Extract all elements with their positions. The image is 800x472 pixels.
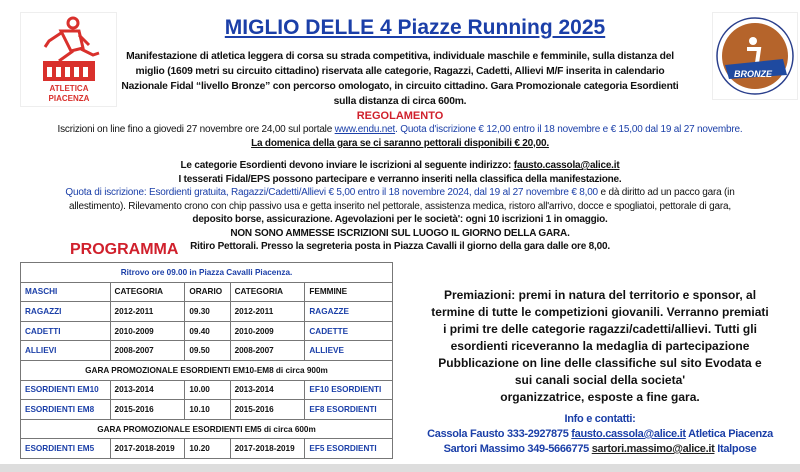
quota-text: . Quota d'iscrizione € 12,00 entro il 18… bbox=[395, 124, 743, 135]
no-iscrizioni-line: NON SONO AMMESSE ISCRIZIONI SUL LUOGO IL… bbox=[230, 227, 570, 239]
svg-text:ATLETICA: ATLETICA bbox=[50, 84, 89, 93]
page-title: MIGLIO DELLE 4 Piazze Running 2025 bbox=[224, 16, 606, 39]
header-cell: MASCHI bbox=[20, 281, 111, 303]
table-cell: 2015-2016 bbox=[229, 399, 306, 420]
table-cell: CADETTI bbox=[20, 320, 111, 342]
table-row: RAGAZZI 2012-2011 09.30 2012-2011 RAGAZZE bbox=[20, 301, 393, 322]
table-cell: EF8 ESORDIENTI bbox=[304, 399, 393, 420]
programma-heading: PROGRAMMA bbox=[70, 241, 179, 258]
table-cell: 09.40 bbox=[184, 320, 231, 342]
table-row: ALLIEVI 2008-2007 09.50 2008-2007 ALLIEVE bbox=[20, 340, 393, 361]
atletica-piacenza-logo: ATLETICA PIACENZA bbox=[20, 12, 117, 107]
table-cell: 2012-2011 bbox=[109, 301, 186, 322]
agevolazioni-line: deposito borse, assicurazione. Agevolazi… bbox=[192, 214, 608, 225]
servizi-line: allestimento). Rilevamento crono con chi… bbox=[69, 200, 731, 212]
contact-name: Cassola Fausto 333-2927875 bbox=[427, 428, 572, 440]
table-row: ESORDIENTI EM8 2015-2016 10.10 2015-2016 EF8… bbox=[20, 399, 393, 420]
table-cell: EF10 ESORDIENTI bbox=[304, 379, 393, 401]
header-cell: FEMMINE bbox=[304, 281, 393, 303]
contact-email-link[interactable]: fausto.cassola@alice.it bbox=[571, 428, 686, 440]
endu-link[interactable]: www.endu.net bbox=[334, 124, 396, 135]
table-cell: 2008-2007 bbox=[109, 340, 186, 361]
table-header-row: MASCHI CATEGORIA ORARIO CATEGORIA FEMMIN… bbox=[20, 281, 393, 303]
premiazioni-line: sui canali social della societa' bbox=[514, 373, 686, 387]
table-cell: ALLIEVE bbox=[304, 340, 393, 361]
contact-org: Italpose bbox=[714, 443, 757, 455]
premiazioni-line: i primi tre delle categorie ragazzi/cade… bbox=[443, 322, 757, 336]
table-cell: ALLIEVI bbox=[20, 340, 111, 361]
table-cell: RAGAZZI bbox=[20, 301, 111, 322]
premiazioni-line: organizzatrice, esposte a fine gara. bbox=[500, 390, 700, 404]
intro-line: Manifestazione di atletica leggera di co… bbox=[126, 51, 674, 62]
svg-text:BRONZE: BRONZE bbox=[734, 69, 773, 79]
table-cell: ESORDIENTI EM10 bbox=[20, 379, 111, 401]
table-row: ESORDIENTI EM5 2017-2018-2019 10.20 2017-20… bbox=[20, 438, 393, 459]
table-row: ESORDIENTI EM10 2013-2014 10.00 2013-2014 EF… bbox=[20, 379, 393, 401]
esordienti-text: Le categorie Esordienti devono inviare l… bbox=[180, 160, 514, 171]
table-cell: 09.50 bbox=[184, 340, 231, 361]
table-cell: 2015-2016 bbox=[109, 399, 186, 420]
table-cell: 2012-2011 bbox=[229, 301, 306, 322]
spacer bbox=[10, 150, 790, 159]
premiazioni-line: esordienti riceveranno la medaglia di pa… bbox=[450, 339, 750, 353]
programma-table: Ritrovo ore 09.00 in Piazza Cavalli Piac… bbox=[20, 262, 393, 459]
contact-org: Atletica Piacenza bbox=[685, 428, 773, 440]
premiazioni-line: Pubblicazione on line delle classifiche … bbox=[438, 356, 762, 370]
intro-line: sulla distanza di circa 600m. bbox=[333, 96, 467, 107]
table-cell: EF5 ESORDIENTI bbox=[304, 438, 393, 459]
contact-sartori: Sartori Massimo 349-5666775 sartori.mass… bbox=[400, 442, 800, 457]
table-cell: 2013-2014 bbox=[229, 379, 306, 401]
contact-email-link[interactable]: sartori.massimo@alice.it bbox=[591, 443, 715, 455]
table-cell: ESORDIENTI EM5 bbox=[20, 438, 111, 459]
table-cell: 10.10 bbox=[184, 399, 231, 420]
table-cell: CADETTE bbox=[304, 320, 393, 342]
top-text-block: Manifestazione di atletica leggera di co… bbox=[10, 49, 790, 254]
quota-esordienti-text: Quota di iscrizione: Esordienti gratuita… bbox=[65, 187, 598, 198]
table-cell: 10.00 bbox=[184, 379, 231, 401]
header-cell: CATEGORIA bbox=[229, 281, 306, 303]
table-cell: 2010-2009 bbox=[229, 320, 306, 342]
table-row: CADETTI 2010-2009 09.40 2010-2009 CADETTE bbox=[20, 320, 393, 342]
table-cell: 2013-2014 bbox=[109, 379, 186, 401]
premiazioni-line: Premiazioni: premi in natura del territo… bbox=[443, 288, 757, 302]
esordienti-line: Le categorie Esordienti devono inviare l… bbox=[10, 159, 790, 173]
iscrizioni-text: Iscrizioni on line fino a giovedi 27 nov… bbox=[57, 124, 335, 135]
iscrizioni-line: Iscrizioni on line fino a giovedi 27 nov… bbox=[10, 123, 790, 137]
bottom-strip bbox=[0, 464, 800, 472]
premiazioni-text: Premiazioni: premi in natura del territo… bbox=[400, 287, 800, 406]
section-row: GARA PROMOZIONALE ESORDIENTI EM5 di circ… bbox=[20, 418, 393, 440]
header-cell: CATEGORIA bbox=[109, 281, 186, 303]
table-cell: 09.30 bbox=[184, 301, 231, 322]
right-column: Premiazioni: premi in natura del territo… bbox=[400, 287, 800, 457]
header-cell: ORARIO bbox=[184, 281, 231, 303]
premiazioni-line: termine di tutte le competizioni giovani… bbox=[431, 305, 769, 319]
contact-name: Sartori Massimo 349-5666775 bbox=[443, 443, 592, 455]
table-cell: RAGAZZE bbox=[304, 301, 393, 322]
regolamento-heading: REGOLAMENTO bbox=[356, 110, 444, 122]
domenica-line: La domenica della gara se ci saranno pet… bbox=[251, 137, 549, 149]
table-cell: 2008-2007 bbox=[229, 340, 306, 361]
info-contatti: Info e contatti: Cassola Fausto 333-2927… bbox=[400, 412, 800, 457]
intro-paragraph: Manifestazione di atletica leggera di co… bbox=[102, 49, 698, 109]
ritiro-pettorali-line: Ritiro Pettorali. Presso la segreteria p… bbox=[190, 241, 610, 252]
fidal-bronze-badge: BRONZE bbox=[712, 12, 798, 100]
table-cell: 2017-2018-2019 bbox=[229, 438, 306, 459]
tesserati-line: I tesserati Fidal/EPS possono partecipar… bbox=[178, 173, 622, 185]
quota-line: Quota di iscrizione: Esordienti gratuita… bbox=[10, 186, 790, 200]
esordienti-email-link[interactable]: fausto.cassola@alice.it bbox=[513, 160, 620, 171]
table-cell: 2017-2018-2019 bbox=[109, 438, 186, 459]
contact-cassola: Cassola Fausto 333-2927875 fausto.cassol… bbox=[400, 427, 800, 442]
intro-line: Nazionale Fidal “livello Bronze” con per… bbox=[121, 81, 679, 92]
pacco-gara-text: e dà diritto ad un pacco gara (in bbox=[597, 187, 735, 198]
svg-text:PIACENZA: PIACENZA bbox=[49, 94, 90, 103]
table-cell: 2010-2009 bbox=[109, 320, 186, 342]
info-heading: Info e contatti: bbox=[564, 413, 636, 425]
table-cell: 10.20 bbox=[184, 438, 231, 459]
table-cell: ESORDIENTI EM8 bbox=[20, 399, 111, 420]
ritrovo-row: Ritrovo ore 09.00 in Piazza Cavalli Piac… bbox=[20, 262, 393, 283]
section-row: GARA PROMOZIONALE ESORDIENTI EM10-EM8 di… bbox=[20, 359, 393, 381]
intro-line: miglio (1609 metri su circuito cittadino… bbox=[135, 66, 665, 77]
